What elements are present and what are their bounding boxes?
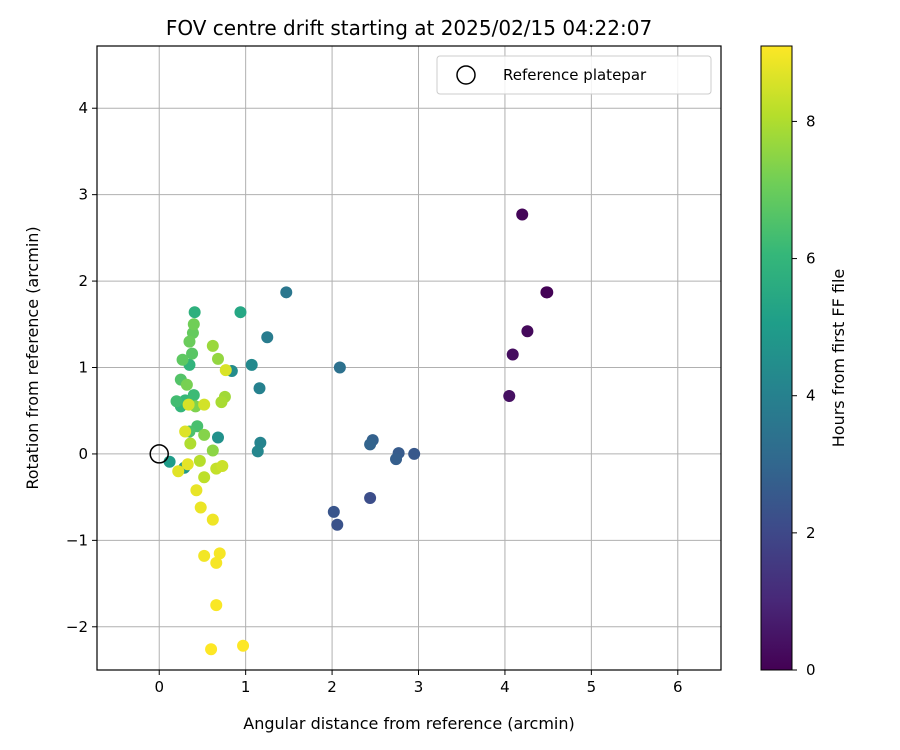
reference-marker [149, 444, 169, 464]
x-tick-label: 3 [414, 678, 424, 696]
legend: Reference platepar [436, 55, 712, 95]
colorbar-tick-label: 8 [806, 112, 816, 130]
scatter-point [193, 454, 206, 467]
scatter-point [331, 518, 344, 531]
scatter-point [408, 447, 421, 460]
y-axis-label: Rotation from reference (arcmin) [23, 226, 42, 489]
grid-lines [97, 46, 721, 670]
scatter-point [253, 382, 266, 395]
scatter-point [172, 465, 185, 478]
scatter-point [184, 437, 197, 450]
scatter-point [198, 428, 211, 441]
scatter-point [237, 639, 250, 652]
reference-point [149, 444, 169, 464]
scatter-point [251, 445, 264, 458]
x-axis-label: Angular distance from reference (arcmin) [243, 714, 574, 733]
scatter-point [187, 318, 200, 331]
scatter-point [211, 352, 224, 365]
scatter-point [198, 471, 211, 484]
scatter-point [183, 335, 196, 348]
chart-title: FOV centre drift starting at 2025/02/15 … [166, 16, 652, 40]
scatter-point [181, 458, 194, 471]
y-tick-label: 0 [78, 445, 88, 463]
colorbar-tick-label: 0 [806, 661, 816, 679]
scatter-point [188, 306, 201, 319]
scatter-point [182, 398, 195, 411]
scatter-point [216, 460, 229, 473]
scatter-point [213, 547, 226, 560]
scatter-point [176, 353, 189, 366]
scatter-point [521, 325, 534, 338]
plot-frame [96, 45, 722, 671]
scatter-point [245, 358, 258, 371]
y-tick-label: 2 [78, 272, 88, 290]
scatter-point [364, 492, 377, 505]
colorbar-tick-label: 2 [806, 524, 816, 542]
scatter-point [541, 286, 554, 299]
scatter-point [210, 599, 223, 612]
scatter-point [190, 484, 203, 497]
y-tick-label: −2 [66, 618, 88, 636]
colorbar-ticks: 0 2 4 6 8 [792, 112, 816, 679]
scatter-point [280, 286, 293, 299]
y-tick-label: 4 [78, 99, 88, 117]
y-axis-ticks: −2 −1 0 1 2 3 4 [66, 99, 97, 636]
scatter-point [187, 389, 200, 402]
scatter-point [179, 425, 192, 438]
x-tick-label: 4 [500, 678, 510, 696]
y-tick-label: 1 [78, 359, 88, 377]
scatter-point [206, 444, 219, 457]
colorbar-frame [760, 45, 793, 671]
scatter-point [206, 339, 219, 352]
scatter-point [198, 398, 211, 411]
legend-label: Reference platepar [503, 66, 647, 84]
scatter-point [506, 348, 519, 361]
scatter-point [198, 549, 211, 562]
scatter-point [206, 513, 219, 526]
scatter-point [215, 396, 228, 409]
colorbar-tick-label: 6 [806, 250, 816, 268]
legend-box [436, 55, 712, 95]
scatter-point [186, 347, 199, 360]
scatter-point [219, 364, 232, 377]
x-tick-label: 0 [154, 678, 164, 696]
scatter-point [205, 643, 218, 656]
scatter-point [503, 390, 516, 403]
scatter-point [333, 361, 346, 374]
colorbar-label: Hours from first FF file [829, 269, 848, 448]
colorbar-tick-label: 4 [806, 387, 816, 405]
scatter-point [194, 501, 207, 514]
scatter-point [516, 208, 529, 221]
x-tick-label: 6 [673, 678, 683, 696]
x-axis-ticks: 0 1 2 3 4 5 6 [154, 670, 683, 696]
scatter-point [327, 505, 340, 518]
x-tick-label: 5 [587, 678, 597, 696]
scatter-point [180, 378, 193, 391]
y-tick-label: 3 [78, 186, 88, 204]
scatter-point [261, 331, 274, 344]
colorbar [761, 46, 792, 670]
scatter-point [210, 556, 223, 569]
scatter-point [390, 453, 403, 466]
data-points [163, 208, 554, 656]
scatter-point [211, 431, 224, 444]
scatter-point [234, 306, 247, 319]
y-tick-label: −1 [66, 531, 88, 549]
legend-marker [456, 65, 476, 85]
scatter-point [364, 438, 377, 451]
scatter-point [163, 455, 176, 468]
x-tick-label: 1 [241, 678, 251, 696]
scatter-point [170, 395, 183, 408]
x-tick-label: 2 [327, 678, 337, 696]
